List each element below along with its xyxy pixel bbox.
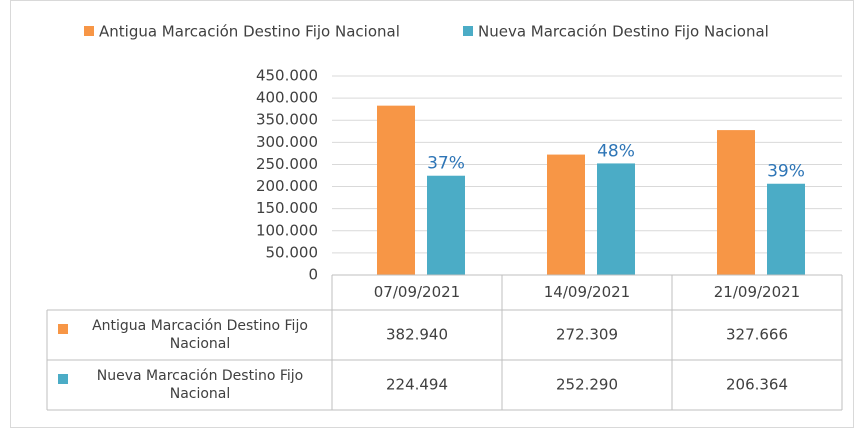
table-cell: Nueva Marcación Destino Fijo Nacional [96, 368, 304, 402]
y-tick-label: 250.000 [256, 155, 318, 173]
y-tick-label: 100.000 [256, 221, 318, 239]
table-value: 327.666 [726, 326, 788, 344]
bar [767, 183, 805, 275]
table-value: 252.290 [556, 376, 618, 394]
bar [597, 163, 635, 275]
y-tick-label: 400.000 [256, 89, 318, 107]
bar [427, 175, 465, 275]
cell-text: Antigua Marcación Destino Fijo Nacional [92, 318, 308, 352]
share-label: 37% [427, 154, 465, 174]
bar [717, 130, 755, 275]
table-cell: Antigua Marcación Destino Fijo Nacional [92, 318, 308, 352]
y-tick-label: 200.000 [256, 177, 318, 195]
y-tick-label: 350.000 [256, 111, 318, 129]
x-tick-label: 21/09/2021 [714, 283, 800, 301]
share-label: 48% [597, 141, 635, 161]
x-tick-label: 07/09/2021 [374, 283, 460, 301]
y-tick-label: 450.000 [256, 67, 318, 85]
y-tick-label: 50.000 [266, 243, 319, 261]
table-value: 206.364 [726, 376, 788, 394]
legend-swatch [463, 26, 473, 36]
share-label: 39% [767, 162, 805, 182]
legend-swatch [58, 374, 68, 384]
table-value: 272.309 [556, 326, 618, 344]
y-tick-label: 300.000 [256, 133, 318, 151]
legend-label: Antigua Marcación Destino Fijo Nacional [99, 23, 400, 41]
table-value: 224.494 [386, 376, 448, 394]
legend-swatch [58, 324, 68, 334]
y-tick-label: 150.000 [256, 199, 318, 217]
cell-text: Nueva Marcación Destino Fijo Nacional [96, 368, 304, 402]
table-value: 382.940 [386, 326, 448, 344]
x-tick-label: 14/09/2021 [544, 283, 630, 301]
legend-swatch [84, 26, 94, 36]
bar [377, 105, 415, 275]
legend-label: Nueva Marcación Destino Fijo Nacional [478, 23, 769, 41]
y-tick-label: 0 [308, 266, 318, 284]
bar [547, 154, 585, 275]
